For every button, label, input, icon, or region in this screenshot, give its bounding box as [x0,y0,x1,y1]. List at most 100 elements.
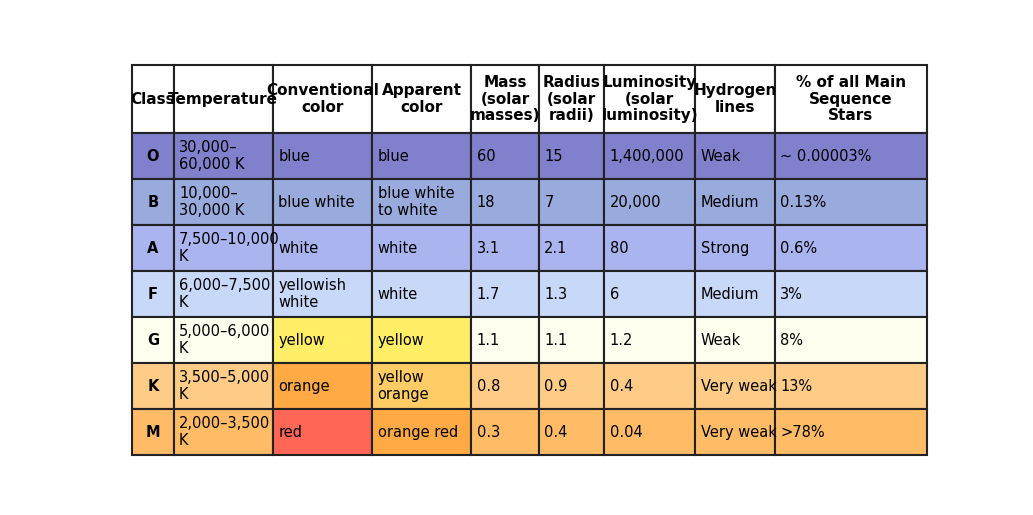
Text: Very weak: Very weak [700,425,777,440]
Bar [539,409,604,455]
Text: G: G [147,333,159,348]
Bar [695,133,775,179]
Text: Very weak: Very weak [700,379,777,394]
Text: 5,000–6,000
K: 5,000–6,000 K [179,324,271,356]
Bar [604,271,695,317]
Text: O: O [147,149,159,164]
Bar [273,363,372,409]
Bar [695,363,775,409]
Bar [132,363,174,409]
Bar [604,225,695,271]
Bar [695,179,775,225]
Text: red: red [278,425,303,440]
Bar [695,65,775,133]
Text: 7: 7 [544,195,554,210]
Text: yellowish
white: yellowish white [278,278,346,310]
Bar [604,363,695,409]
Text: 0.04: 0.04 [609,425,643,440]
Bar [372,65,471,133]
Bar [174,65,273,133]
Bar [471,363,539,409]
Bar [273,133,372,179]
Text: 0.4: 0.4 [544,425,568,440]
Bar [372,225,471,271]
Text: blue: blue [278,149,310,164]
Bar [539,271,604,317]
Text: 0.8: 0.8 [477,379,500,394]
Bar [695,225,775,271]
Bar [273,65,372,133]
Bar [471,409,539,455]
Bar [372,363,471,409]
Bar [539,179,604,225]
Bar [775,409,927,455]
Text: orange: orange [278,379,330,394]
Text: 15: 15 [544,149,563,164]
Text: 1.3: 1.3 [544,287,567,302]
Bar [471,225,539,271]
Bar [471,271,539,317]
Bar [695,317,775,363]
Bar [604,317,695,363]
Text: Temperature: Temperature [168,92,278,107]
Text: blue: blue [377,149,409,164]
Bar [775,225,927,271]
Bar [471,133,539,179]
Bar [132,65,174,133]
Bar [775,317,927,363]
Text: 2,000–3,500
K: 2,000–3,500 K [179,416,271,448]
Bar [132,271,174,317]
Text: B: B [148,195,158,210]
Bar [273,225,372,271]
Text: 20,000: 20,000 [609,195,661,210]
Text: 80: 80 [609,241,628,256]
Text: 0.4: 0.4 [609,379,633,394]
Text: blue white
to white: blue white to white [377,186,455,218]
Text: 0.13%: 0.13% [780,195,826,210]
Bar [132,225,174,271]
Bar [539,133,604,179]
Bar [775,179,927,225]
Bar [372,179,471,225]
Bar [174,179,273,225]
Text: A: A [147,241,159,256]
Text: ~ 0.00003%: ~ 0.00003% [780,149,872,164]
Text: 3%: 3% [780,287,804,302]
Bar [273,179,372,225]
Text: 6,000–7,500
K: 6,000–7,500 K [179,278,271,310]
Bar [604,179,695,225]
Bar [372,133,471,179]
Text: F: F [148,287,158,302]
Text: white: white [377,287,417,302]
Bar [372,271,471,317]
Bar [775,65,927,133]
Bar [539,65,604,133]
Text: % of all Main
Sequence
Stars: % of all Main Sequence Stars [795,75,906,123]
Bar [132,409,174,455]
Bar [775,271,927,317]
Text: 1.7: 1.7 [477,287,500,302]
Bar [174,363,273,409]
Bar [775,133,927,179]
Bar [695,271,775,317]
Bar [372,317,471,363]
Text: 30,000–
60,000 K: 30,000– 60,000 K [179,140,245,172]
Text: Apparent
color: Apparent color [382,83,462,115]
Text: 1.1: 1.1 [544,333,567,348]
Text: blue white: blue white [278,195,355,210]
Bar [132,179,174,225]
Bar [372,409,471,455]
Bar [695,409,775,455]
Text: Conventional
color: Conventional color [267,83,379,115]
Bar [132,317,174,363]
Bar [174,225,273,271]
Text: 10,000–
30,000 K: 10,000– 30,000 K [179,186,245,218]
Bar [471,179,539,225]
Bar [471,65,539,133]
Text: 7,500–10,000
K: 7,500–10,000 K [179,232,280,264]
Bar [174,271,273,317]
Text: M: M [146,425,160,440]
Text: Class: Class [130,92,176,107]
Text: 0.3: 0.3 [477,425,500,440]
Bar [604,65,695,133]
